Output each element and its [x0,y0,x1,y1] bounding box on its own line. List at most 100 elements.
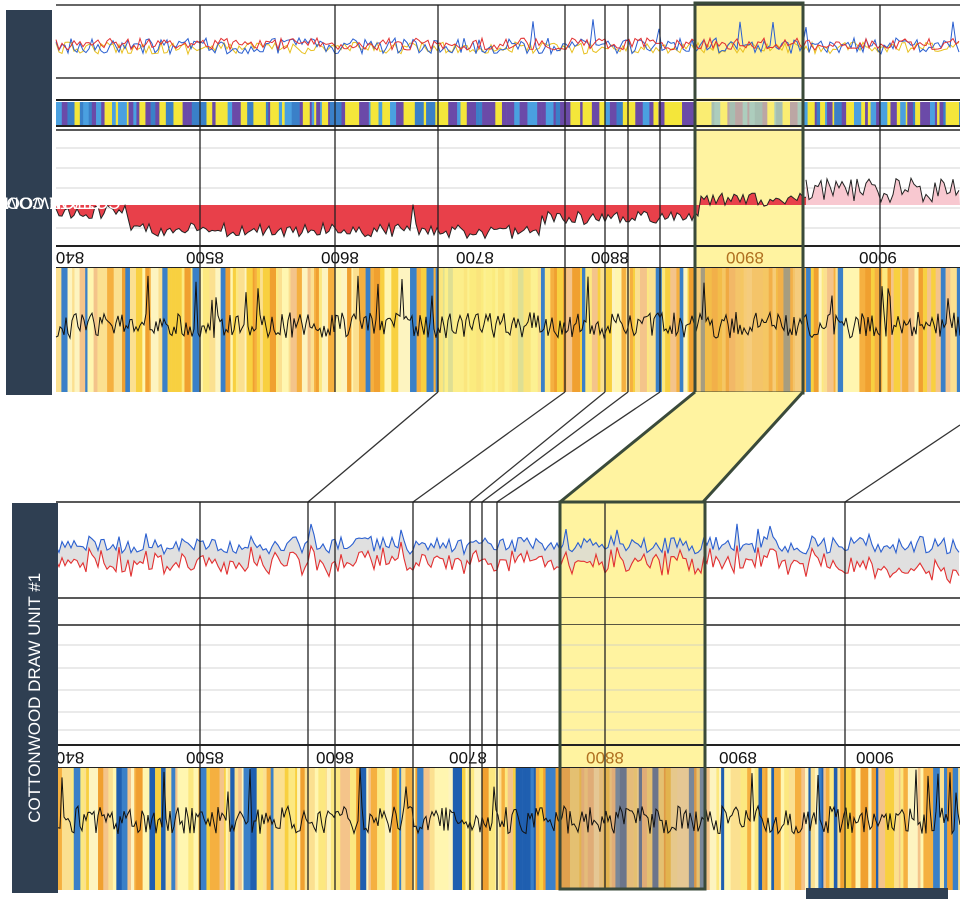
facies-band [682,768,690,890]
facies-band [382,102,387,126]
facies-band [642,768,648,890]
facies-band [372,102,379,126]
facies-band [66,768,72,890]
facies-band [814,768,819,890]
facies-band [268,102,271,126]
facies-band [111,102,117,126]
bottom-depth-label: 8900 [719,748,757,767]
facies-band [609,102,617,126]
facies-band [155,768,162,890]
facies-band [931,268,936,392]
facies-band [265,102,269,126]
facies-band [747,768,752,890]
facies-band [541,102,547,126]
facies-band [212,102,216,126]
facies-band [486,102,495,126]
facies-band [113,268,117,392]
facies-band [79,102,84,126]
facies-band [876,102,880,126]
facies-band [191,102,200,126]
facies-band [847,768,852,890]
facies-band [302,102,311,126]
facies-band [555,102,561,126]
facies-band [943,768,948,890]
facies-band [417,102,425,126]
facies-band [677,768,683,890]
facies-band [386,102,391,126]
facies-band [862,768,869,890]
facies-band [912,102,916,126]
facies-band [88,102,93,126]
facies-band [341,268,348,392]
facies-band [244,268,247,392]
b-track2-highlight [560,598,705,625]
facies-band [655,268,663,392]
facies-band [798,768,802,890]
facies-band [476,102,480,126]
facies-band [572,268,577,392]
facies-band [345,102,350,126]
facies-band [155,102,160,126]
facies-band [452,768,457,890]
facies-band [299,102,304,126]
facies-band [307,268,311,392]
facies-band [309,102,313,126]
facies-band [525,768,531,890]
facies-band [820,102,826,126]
facies-band [86,768,90,890]
facies-band [898,768,901,890]
facies-band [837,268,844,392]
facies-band [569,268,573,392]
facies-band [554,268,558,392]
facies-band [330,768,335,890]
facies-band [887,268,892,392]
facies-band [121,768,128,890]
facies-band [512,768,516,890]
track3-highlight [695,130,803,246]
facies-band [823,268,828,392]
facies-band [615,768,621,890]
facies-band [467,768,475,890]
facies-band [147,102,151,126]
facies-band [585,268,593,392]
facies-band [472,102,477,126]
facies-band [807,102,816,126]
facies-band [401,768,406,890]
facies-band [404,268,411,392]
bottom-well-tracks: 840 8500 8600 8700 8800 8900 9000 [55,500,960,891]
facies-band [129,268,137,392]
top-depth-label: 8800 [591,248,629,267]
facies-band [136,102,140,126]
facies-band [116,268,123,392]
facies-band [219,768,225,890]
facies-band [581,768,585,890]
facies-band [209,268,216,392]
facies-band [182,102,188,126]
facies-band [581,268,586,392]
facies-band [927,268,932,392]
facies-band [386,268,392,392]
facies-band [430,102,436,126]
facies-band [816,102,821,126]
facies-band [611,768,616,890]
top-depth-label: 8500 [186,248,224,267]
facies-band [699,768,705,890]
facies-band [934,102,938,126]
facies-band [688,768,695,890]
facies-band [565,102,571,126]
facies-band [664,102,673,126]
facies-band [622,102,628,126]
facies-band [423,102,427,126]
well-name-line-1: COTTONWOOD DRAW UNIT #1 [25,573,45,823]
facies-band [499,768,502,890]
well-label-top: COTTONWOOD HILLS 32 STATE COM 1H [0,10,120,395]
facies-band [814,102,817,126]
facies-band [334,768,341,890]
facies-band [665,268,671,392]
facies-band [878,768,886,890]
facies-band [116,768,123,890]
facies-band [176,102,183,126]
facies-band [134,768,137,890]
facies-band [730,768,737,890]
